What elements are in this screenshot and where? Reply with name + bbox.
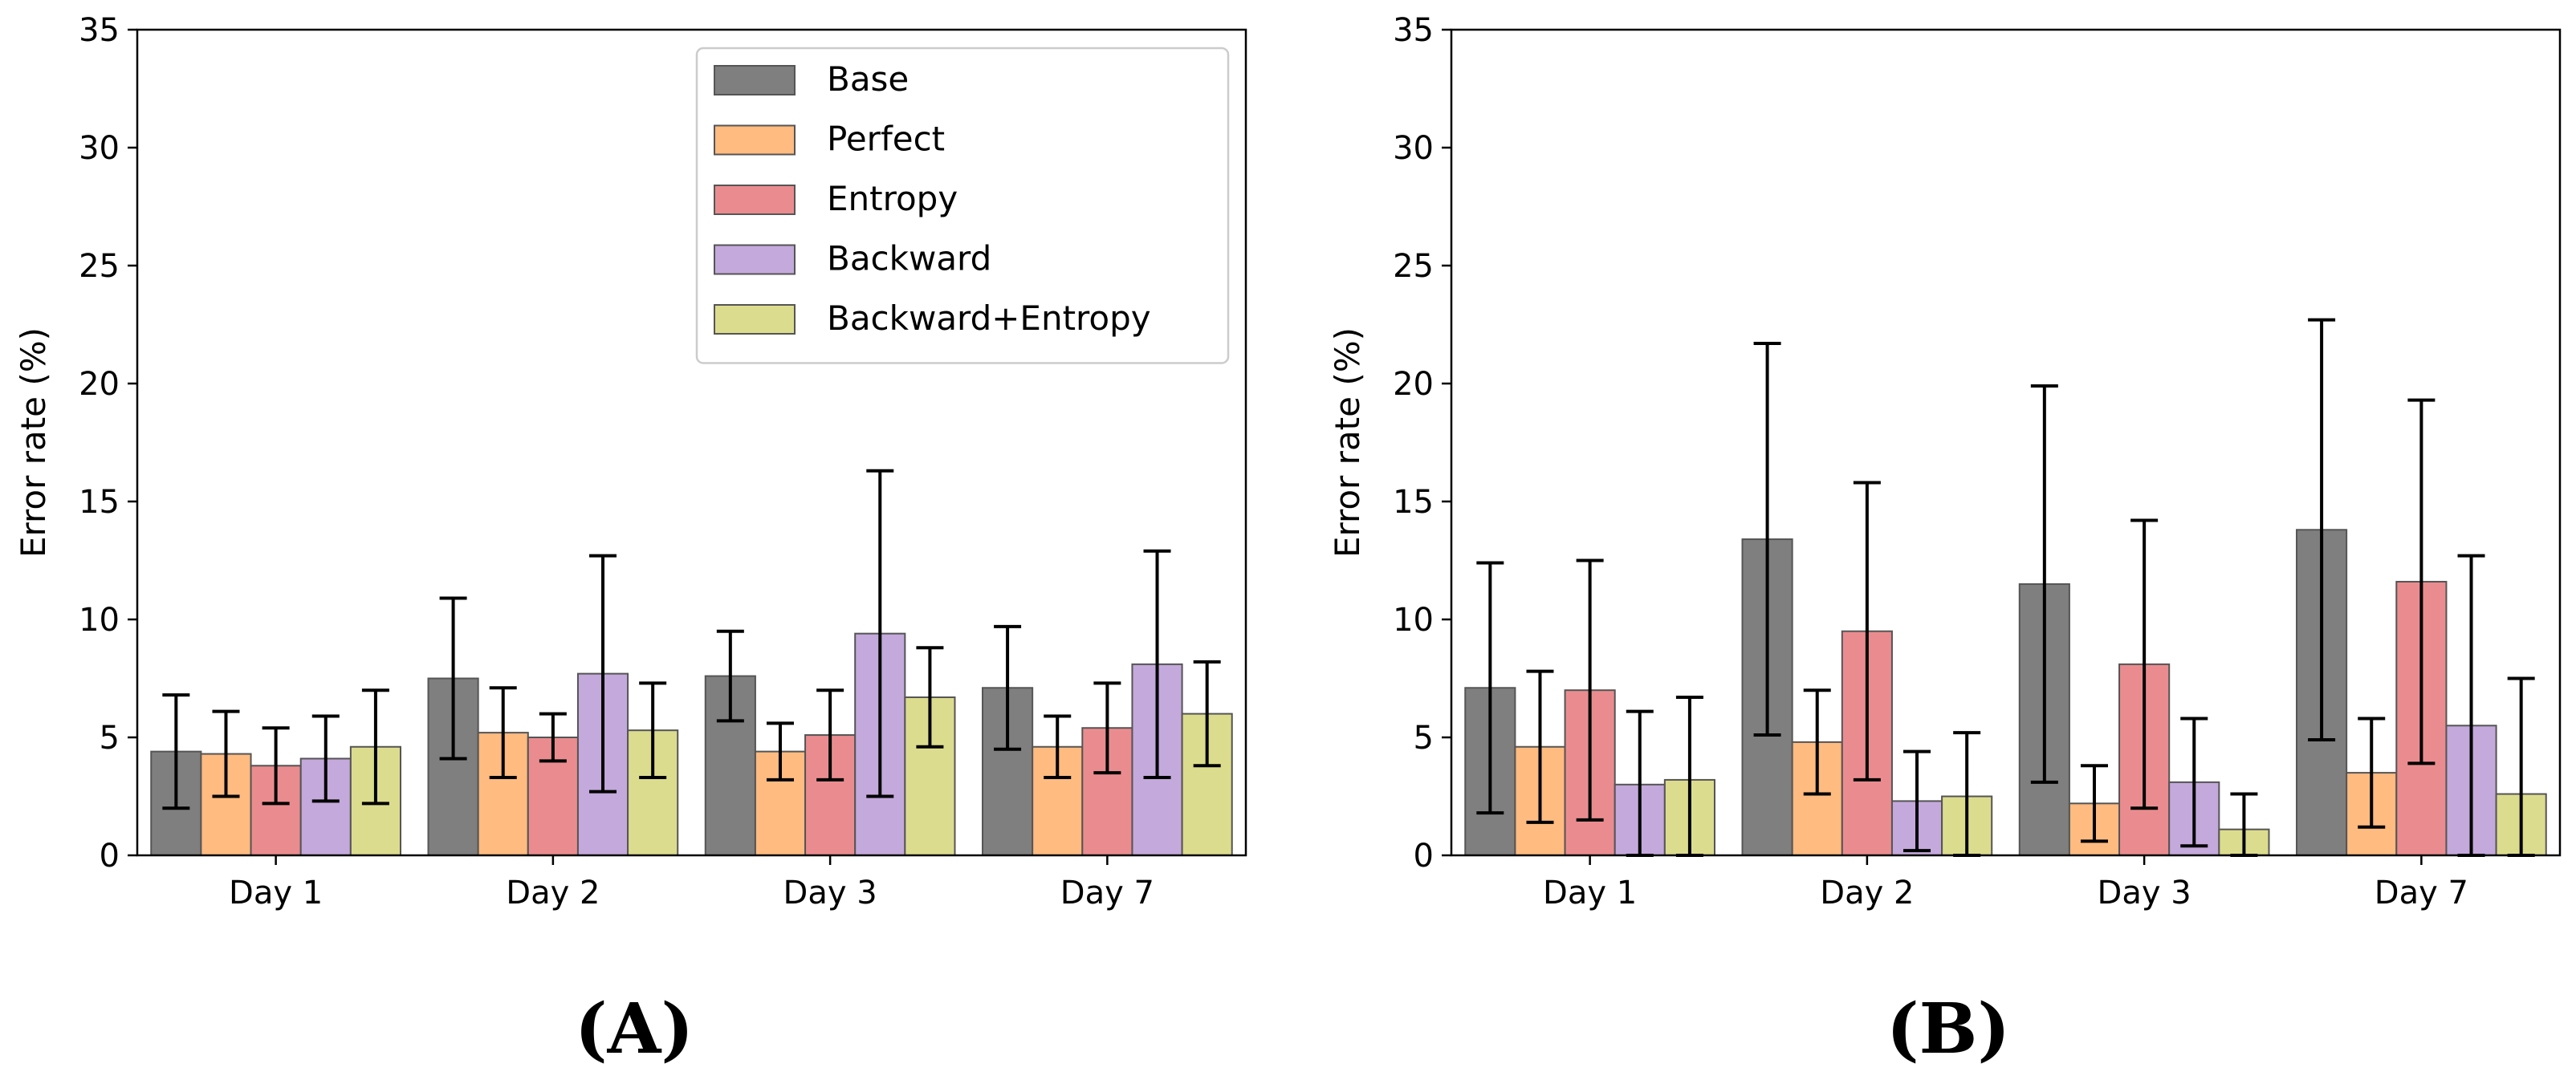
error-bar-perfect-day-2 (1803, 688, 1831, 796)
legend-label: Entropy (827, 179, 958, 218)
x-tick-label: Day 3 (783, 875, 877, 912)
error-bar-entropy-day-3 (816, 688, 844, 782)
panel-label: (B) (1886, 989, 2010, 1070)
x-tick-label: Day 7 (1060, 875, 1154, 912)
error-bar-backward-entropy-day-2 (639, 681, 667, 779)
legend-label: Backward (827, 239, 991, 278)
legend-swatch (714, 65, 796, 95)
legend-label: Perfect (827, 120, 945, 159)
error-bar-perfect-day-2 (489, 686, 517, 779)
legend-frame (695, 47, 1230, 364)
x-tick-label: Day 7 (2375, 875, 2468, 912)
error-bar-backward-day-7 (1143, 549, 1171, 779)
error-bar-backward-day-2 (1903, 749, 1931, 853)
error-bar-perfect-day-7 (2358, 717, 2386, 829)
y-tick-label: 35 (1393, 12, 1434, 49)
y-tick-label: 20 (1393, 366, 1434, 403)
x-tick-label: Day 2 (1820, 875, 1914, 912)
legend-label: Backward+Entropy (827, 298, 1151, 338)
legend-swatch (714, 304, 796, 335)
axes-frame (1450, 28, 2562, 857)
panel-label: (A) (575, 989, 694, 1070)
error-bar-base-day-3 (716, 629, 744, 723)
x-tick-label: Day 2 (506, 875, 600, 912)
error-bar-base-day-7 (2308, 318, 2336, 741)
error-bar-base-day-2 (1753, 342, 1781, 737)
error-bar-base-day-7 (994, 624, 1022, 751)
error-bar-backward-entropy-day-1 (361, 688, 389, 806)
error-bar-entropy-day-1 (262, 726, 290, 806)
error-bar-entropy-day-7 (2407, 398, 2436, 765)
x-tick-label: Day 1 (229, 875, 323, 912)
error-bar-entropy-day-2 (539, 712, 567, 763)
y-tick-label: 0 (100, 838, 120, 875)
y-tick-label: 30 (79, 130, 120, 167)
error-bar-base-day-3 (2030, 384, 2058, 784)
y-tick-label: 35 (79, 12, 120, 49)
axes-frame (136, 28, 1247, 857)
x-tick-label: Day 3 (2098, 875, 2191, 912)
error-bar-backward-day-3 (866, 469, 894, 798)
y-axis-title: Error rate (%) (14, 327, 53, 558)
legend-swatch (714, 185, 796, 215)
legend-label: Base (827, 59, 909, 99)
y-tick-label: 15 (1393, 484, 1434, 521)
error-bar-perfect-day-7 (1044, 714, 1072, 779)
y-tick-label: 10 (79, 602, 120, 639)
error-bar-backward-day-3 (2180, 717, 2208, 848)
panel-a: 0 5 10 15 20 25 30 35 Day 1 Day 2 Day 3 Day 7 Error … (14, 12, 1247, 1070)
legend-swatch (714, 244, 796, 275)
y-tick-label: 20 (79, 366, 120, 403)
error-bar-base-day-1 (1476, 561, 1504, 815)
error-bar-entropy-day-1 (1576, 558, 1604, 822)
error-bar-backward-entropy-day-3 (916, 646, 944, 749)
y-tick-label: 30 (1393, 130, 1434, 167)
error-bar-entropy-day-3 (2130, 518, 2159, 810)
legend-swatch (714, 124, 796, 156)
error-bar-base-day-1 (162, 693, 190, 810)
error-bar-backward-day-2 (589, 554, 617, 794)
legend: Base Perfect Entropy Backward Backward+Entro… (695, 47, 1230, 364)
error-bar-base-day-2 (439, 596, 467, 761)
y-tick-label: 5 (100, 720, 120, 757)
y-tick-label: 25 (79, 248, 120, 285)
error-bar-backward-entropy-day-7 (1193, 660, 1221, 768)
error-bar-perfect-day-1 (212, 709, 240, 798)
error-bar-perfect-day-1 (1526, 669, 1554, 824)
error-bar-perfect-day-3 (2080, 764, 2108, 843)
error-bar-backward-day-1 (311, 714, 340, 803)
y-tick-label: 0 (1414, 838, 1434, 875)
y-tick-label: 15 (79, 484, 120, 521)
panel-b: 0 5 10 15 20 25 30 35 Day 1 Day 2 Day 3 Day 7 Error … (1328, 12, 2562, 1070)
error-bar-entropy-day-7 (1093, 681, 1121, 775)
x-tick-label: Day 1 (1543, 875, 1637, 912)
error-bar-perfect-day-3 (766, 721, 794, 782)
y-tick-label: 10 (1393, 602, 1434, 639)
y-tick-label: 25 (1393, 248, 1434, 285)
y-axis-title: Error rate (%) (1328, 327, 1367, 558)
error-bar-entropy-day-2 (1853, 481, 1881, 782)
y-tick-label: 5 (1414, 720, 1434, 757)
